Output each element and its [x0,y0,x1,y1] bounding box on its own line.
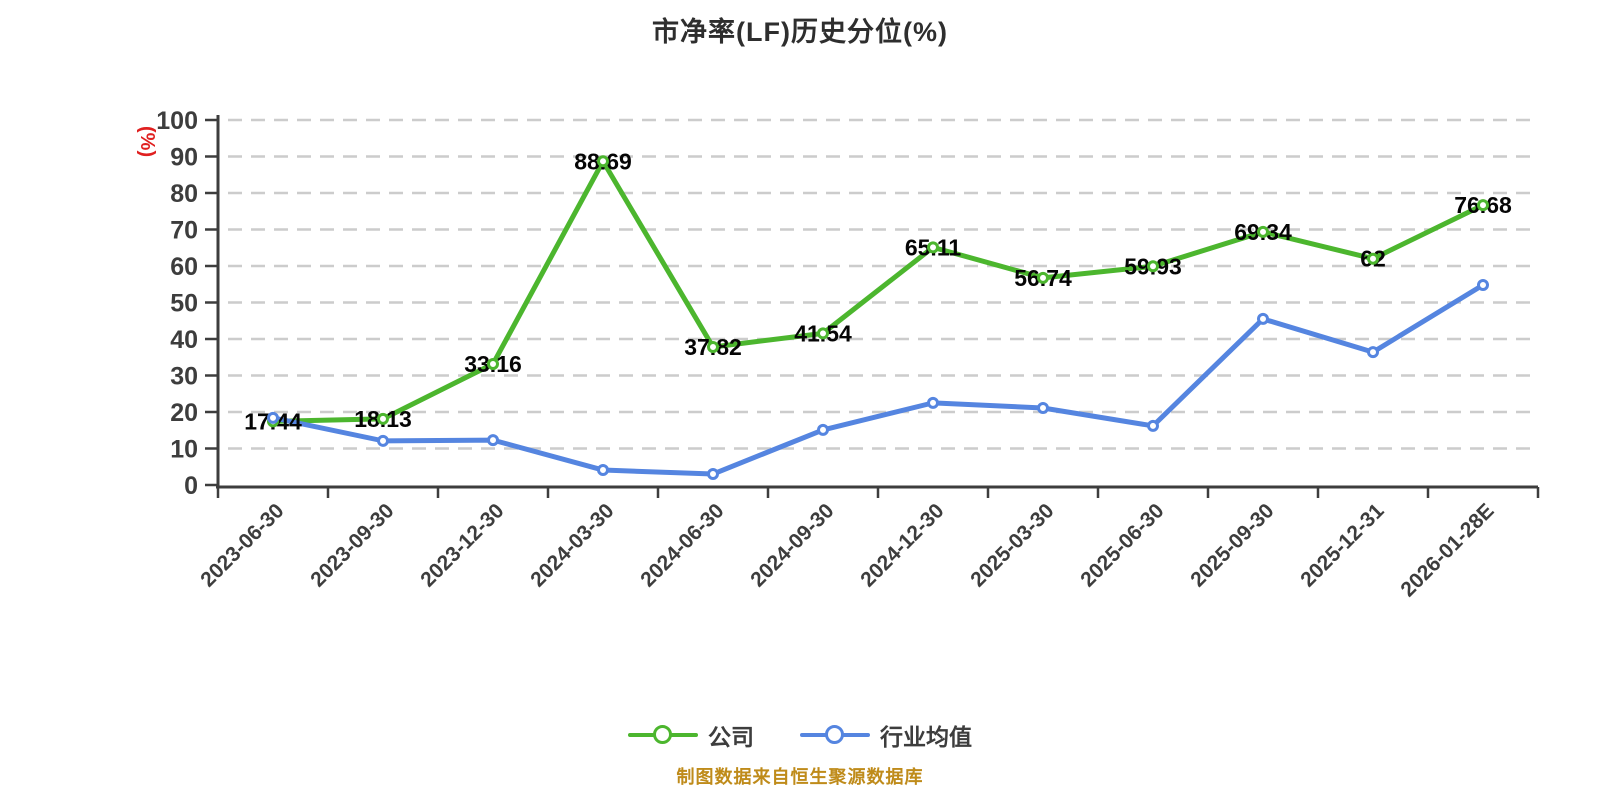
company-series-line [270,158,1486,424]
legend-label-company: 公司 [708,724,754,750]
company-data-point-marker[interactable] [927,241,939,254]
industry-data-point-marker[interactable] [927,396,939,409]
x-axis-label: 2024-12-30 [856,499,948,591]
x-axis-label: 2025-06-30 [1076,499,1168,591]
y-axis-tick-label: 70 [170,217,198,245]
y-axis-tick-label: 40 [170,326,198,354]
industry-data-point-marker[interactable] [377,434,389,447]
x-axis-label: 2023-12-30 [416,499,508,591]
industry-data-point-marker[interactable] [267,411,279,424]
x-axis-label: 2023-09-30 [306,499,398,591]
company-data-point-marker[interactable] [1257,225,1269,238]
industry-data-point-marker[interactable] [817,423,829,436]
y-axis-tick-label: 60 [170,253,198,281]
company-data-point-marker[interactable] [1477,199,1489,212]
industry-data-point-marker[interactable] [487,434,499,447]
company-data-point-marker[interactable] [597,155,609,168]
legend-label-industry-average: 行业均值 [880,724,972,750]
y-axis-tick-label: 80 [170,180,198,208]
company-data-point-marker[interactable] [817,327,829,340]
industry-data-point-marker[interactable] [1477,278,1489,291]
company-data-point-marker[interactable] [1037,271,1049,284]
x-axis-label: 2025-03-30 [966,499,1058,591]
company-data-point-marker[interactable] [377,412,389,425]
legend-item-industry-average[interactable]: 行业均值 [800,718,972,752]
legend: 公司 行业均值 [0,718,1600,752]
industry-data-point-marker[interactable] [1147,419,1159,432]
industry-data-point-marker[interactable] [707,468,719,481]
company-data-point-marker[interactable] [487,357,499,370]
industry-data-point-marker[interactable] [597,464,609,477]
data-source-caption: 制图数据来自恒生聚源数据库 [676,767,924,787]
company-legend-marker-icon [628,724,698,746]
x-axis-label: 2026-01-28E [1396,499,1498,601]
y-axis-tick-label: 50 [170,290,198,318]
industry-data-point-marker[interactable] [1367,346,1379,359]
industry-data-point-marker[interactable] [1257,312,1269,325]
industry-data-point-marker[interactable] [1037,401,1049,414]
chart-title: 市净率(LF)历史分位(%) [652,17,948,47]
y-axis-tick-label: 10 [170,436,198,464]
company-data-point-marker[interactable] [1367,252,1379,265]
x-axis-label: 2024-06-30 [636,499,728,591]
x-axis-label: 2025-12-31 [1296,499,1388,591]
y-axis-tick-label: 30 [170,363,198,391]
industry-series-line [270,282,1486,477]
x-axis-label: 2025-09-30 [1186,499,1278,591]
y-axis-tick-label: 20 [170,399,198,427]
company-data-point-marker[interactable] [707,340,719,353]
company-data-point-marker[interactable] [1147,260,1159,273]
y-axis-tick-label: 100 [156,107,198,135]
x-axis-label: 2023-06-30 [196,499,288,591]
industry-legend-marker-icon [800,724,870,746]
x-axis-label: 2024-03-30 [526,499,618,591]
legend-item-company[interactable]: 公司 [628,718,754,752]
y-axis-tick-label: 90 [170,144,198,172]
x-axis-label: 2024-09-30 [746,499,838,591]
y-axis-tick-label: 0 [184,472,198,500]
